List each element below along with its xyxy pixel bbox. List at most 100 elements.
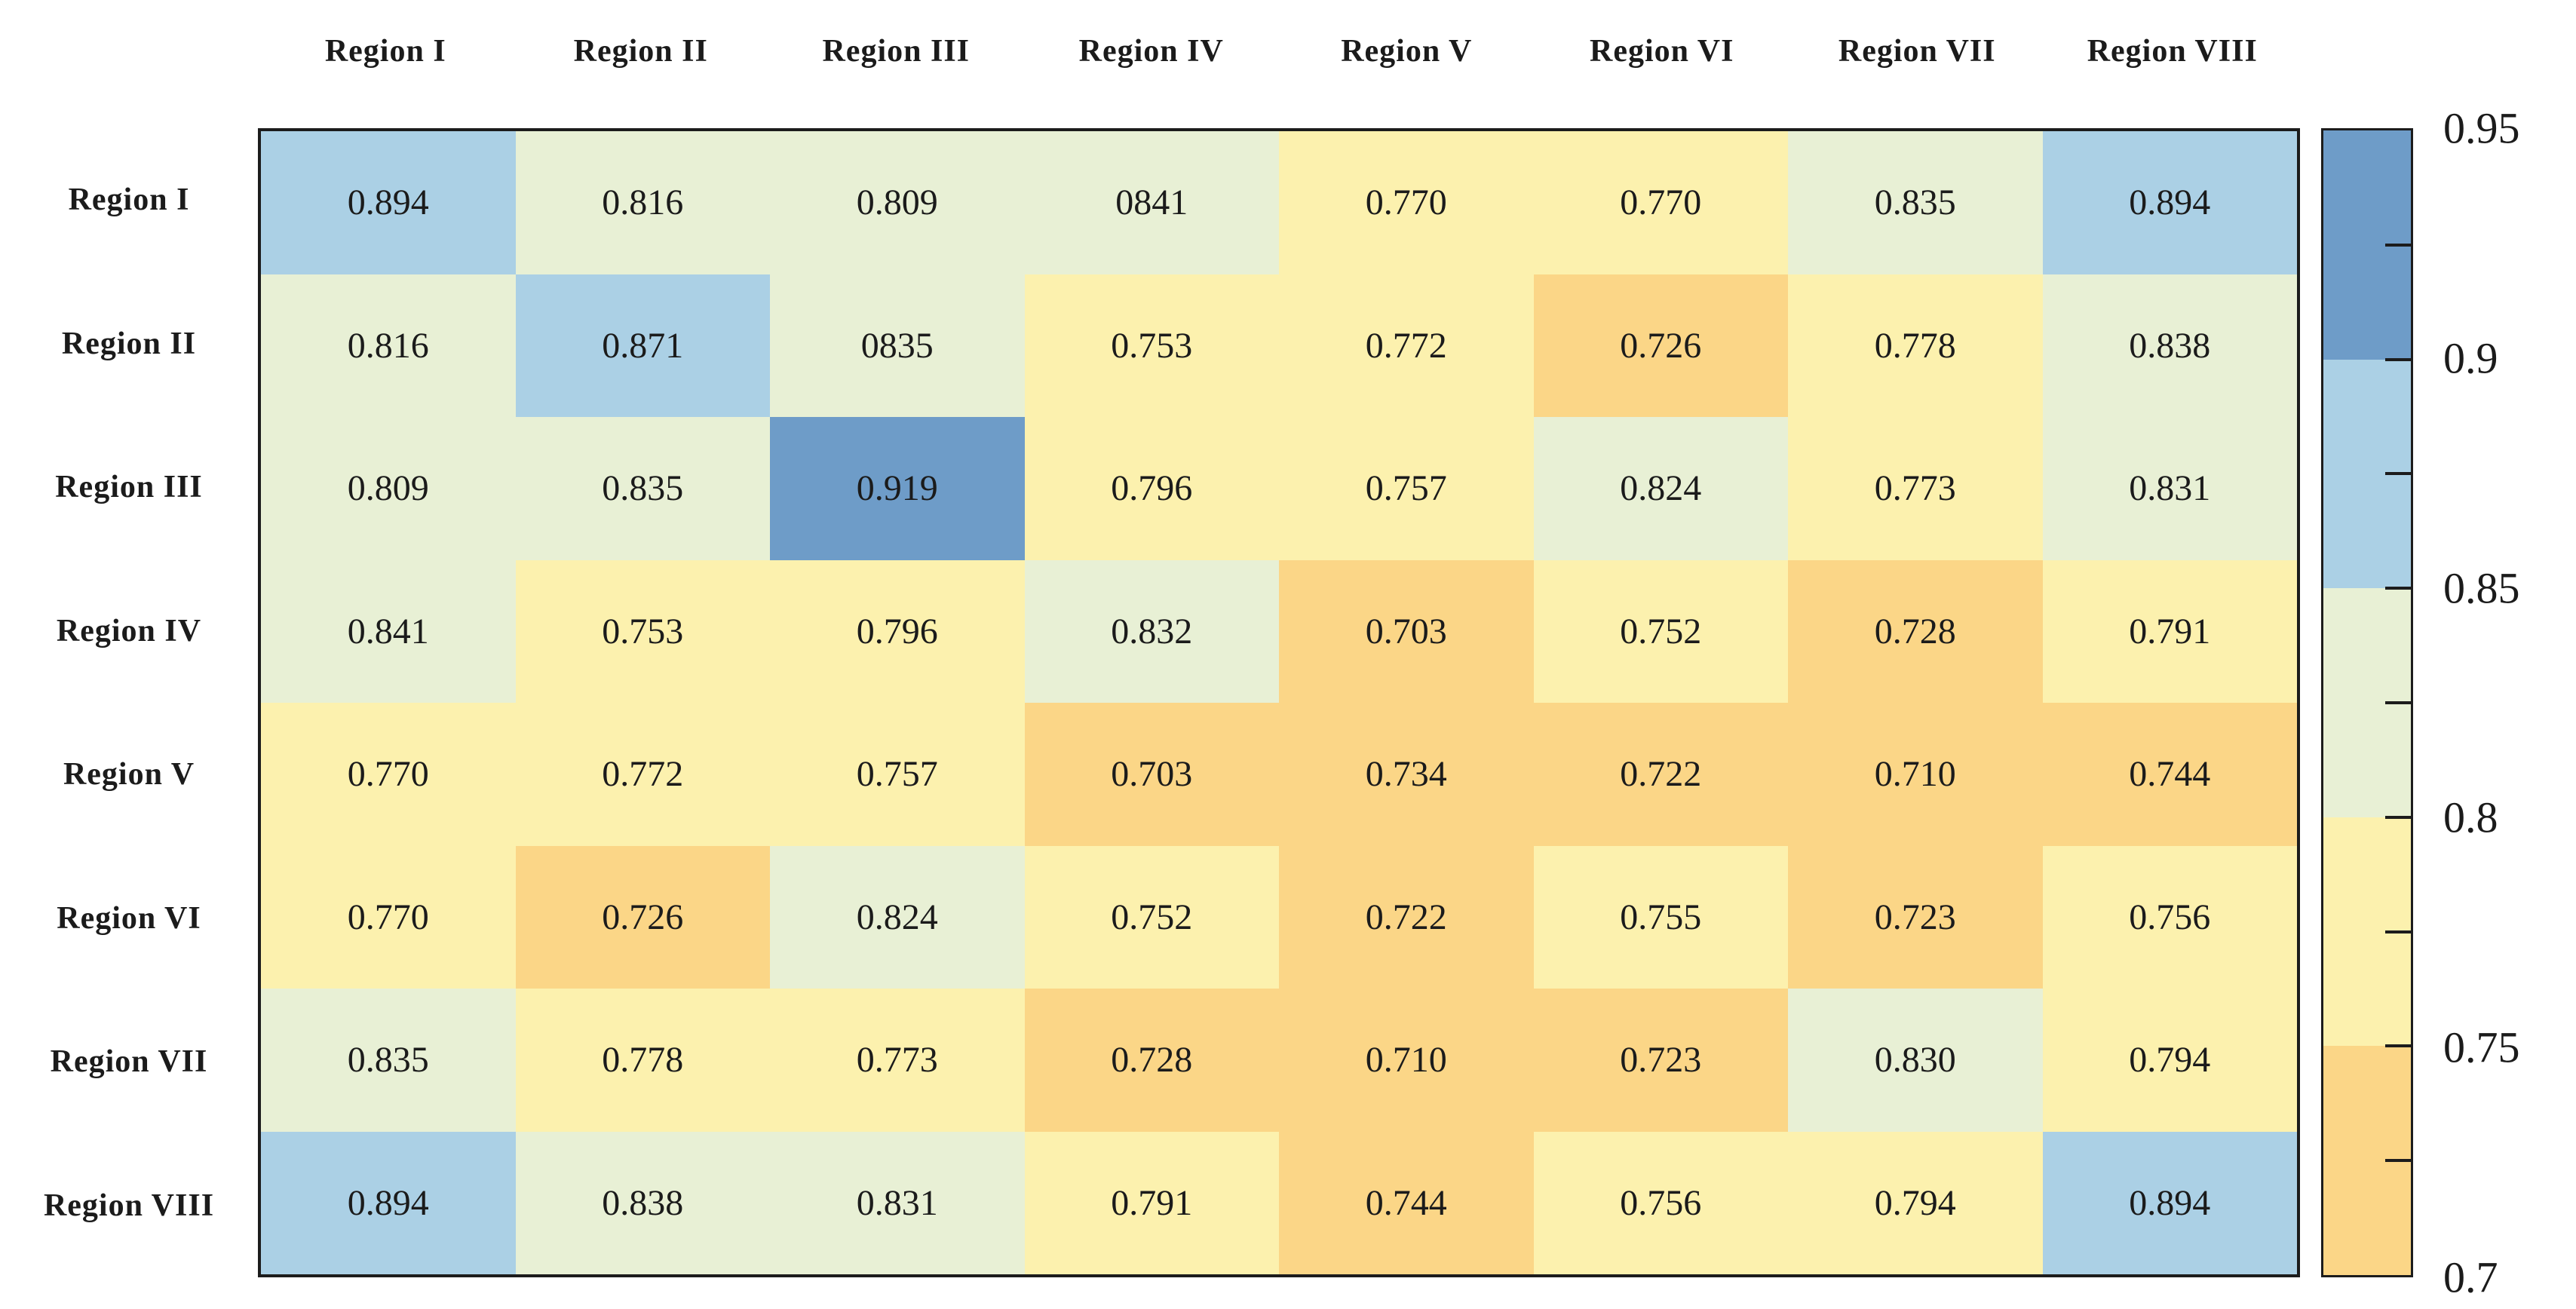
row-label: Region IV	[56, 613, 202, 648]
colorbar-tick-label: 0.85	[2443, 563, 2520, 613]
heatmap-cell: 0.756	[2042, 845, 2297, 989]
row-label: Region I	[68, 182, 190, 218]
colorbar-tick	[2385, 1044, 2411, 1048]
heatmap-cell: 0.757	[1279, 417, 1534, 560]
heatmap-cell: 0.726	[515, 845, 770, 989]
heatmap-cell: 0.753	[1024, 274, 1279, 417]
heatmap-cell: 0.752	[1533, 559, 1788, 703]
heatmap-cell: 0.919	[770, 417, 1025, 560]
heatmap-cell: 0.778	[1788, 274, 2043, 417]
heatmap-cell: 0.734	[1279, 703, 1534, 846]
heatmap-cell: 0.723	[1788, 845, 2043, 989]
heatmap-cell: 0.772	[1279, 274, 1534, 417]
heatmap-cell: 0.894	[2042, 131, 2297, 274]
heatmap-cell: 0.831	[770, 1131, 1025, 1274]
heatmap-cell: 0.794	[1788, 1131, 2043, 1274]
heatmap-cell: 0.831	[2042, 417, 2297, 560]
colorbar-tick	[2385, 357, 2411, 361]
colorbar-tick-label: 0.9	[2443, 333, 2498, 383]
heatmap-cell: 0.703	[1024, 703, 1279, 846]
column-header: Region VIII	[2087, 34, 2258, 69]
heatmap-cell: 0.728	[1788, 559, 2043, 703]
row-labels: Region I Region II Region III Region IV Regi…	[0, 128, 258, 1277]
row-label: Region VI	[57, 900, 201, 936]
column-header: Region II	[573, 34, 708, 69]
column-headers: Region I Region II Region III Region IV Regi…	[258, 17, 2300, 86]
heatmap-cell: 0.722	[1279, 845, 1534, 989]
heatmap-cell: 0.830	[1788, 989, 2043, 1132]
row-label: Region II	[61, 326, 197, 361]
heatmap-cell: 0.791	[2042, 559, 2297, 703]
heatmap-cell: 0.824	[1533, 417, 1788, 560]
colorbar-tick	[2385, 587, 2411, 590]
heatmap-cell: 0.796	[770, 559, 1025, 703]
heatmap-cell: 0841	[1024, 131, 1279, 274]
heatmap-matrix: 0.894 0.816 0.809 0841 0.770 0.770 0.835 0.894 0…	[258, 128, 2300, 1277]
heatmap-cell: 0.894	[261, 1131, 516, 1274]
heatmap-cell: 0.726	[1533, 274, 1788, 417]
heatmap-cell: 0.773	[1788, 417, 2043, 560]
heatmap-cell: 0.723	[1533, 989, 1788, 1132]
heatmap-cell: 0.757	[770, 703, 1025, 846]
heatmap-cell: 0.770	[1279, 131, 1534, 274]
heatmap-cell: 0.816	[515, 131, 770, 274]
colorbar-tick-label: 0.7	[2443, 1252, 2498, 1302]
colorbar-tick	[2385, 930, 2411, 933]
heatmap-cell: 0.796	[1024, 417, 1279, 560]
heatmap-cell: 0.835	[515, 417, 770, 560]
colorbar	[2321, 128, 2413, 1277]
row-label: Region III	[55, 470, 203, 505]
colorbar-tick	[2385, 1159, 2411, 1163]
heatmap-cell: 0.756	[1533, 1131, 1788, 1274]
heatmap-cell: 0.773	[770, 989, 1025, 1132]
heatmap-cell: 0.744	[1279, 1131, 1534, 1274]
heatmap-cell: 0.778	[515, 989, 770, 1132]
heatmap-cell: 0.871	[515, 274, 770, 417]
heatmap-cell: 0.770	[1533, 131, 1788, 274]
heatmap-cell: 0.809	[770, 131, 1025, 274]
heatmap-cell: 0.770	[261, 845, 516, 989]
heatmap-cell: 0.791	[1024, 1131, 1279, 1274]
heatmap-cell: 0.838	[2042, 274, 2297, 417]
heatmap-cell: 0.744	[2042, 703, 2297, 846]
column-header: Region V	[1341, 34, 1473, 69]
heatmap-cell: 0.835	[261, 989, 516, 1132]
colorbar-labels: 0.95 0.9 0.85 0.8 0.75 0.7	[2443, 104, 2576, 1302]
column-header: Region VI	[1590, 34, 1734, 69]
colorbar-tick-label: 0.8	[2443, 792, 2498, 842]
colorbar-tick	[2385, 243, 2411, 247]
heatmap-cell: 0.894	[261, 131, 516, 274]
colorbar-tick-label: 0.75	[2443, 1022, 2520, 1072]
colorbar-tick	[2385, 472, 2411, 476]
heatmap-cell: 0.832	[1024, 559, 1279, 703]
heatmap-cell: 0.752	[1024, 845, 1279, 989]
row-label: Region VII	[50, 1044, 208, 1080]
row-label: Region V	[63, 757, 195, 792]
heatmap-cell: 0.710	[1279, 989, 1534, 1132]
column-header: Region VII	[1838, 34, 1996, 69]
heatmap-cell: 0.753	[515, 559, 770, 703]
column-header: Region IV	[1078, 34, 1224, 69]
heatmap-cell: 0.835	[1788, 131, 2043, 274]
heatmap-cell: 0.824	[770, 845, 1025, 989]
heatmap-cell: 0.841	[261, 559, 516, 703]
column-header: Region I	[324, 34, 446, 69]
colorbar-tick	[2385, 815, 2411, 819]
heatmap-cell: 0.816	[261, 274, 516, 417]
heatmap-cell: 0.838	[515, 1131, 770, 1274]
heatmap-cell: 0.703	[1279, 559, 1534, 703]
heatmap-cell: 0.772	[515, 703, 770, 846]
row-label: Region VIII	[43, 1188, 215, 1223]
heatmap-cell: 0.722	[1533, 703, 1788, 846]
heatmap-cell: 0.794	[2042, 989, 2297, 1132]
heatmap-cell: 0.710	[1788, 703, 2043, 846]
heatmap-cell: 0.755	[1533, 845, 1788, 989]
heatmap-cell: 0.809	[261, 417, 516, 560]
heatmap-cell: 0.894	[2042, 1131, 2297, 1274]
heatmap-cell: 0835	[770, 274, 1025, 417]
heatmap-cell: 0.770	[261, 703, 516, 846]
colorbar-tick	[2385, 701, 2411, 704]
colorbar-tick-label: 0.95	[2443, 103, 2520, 153]
column-header: Region III	[822, 34, 971, 69]
